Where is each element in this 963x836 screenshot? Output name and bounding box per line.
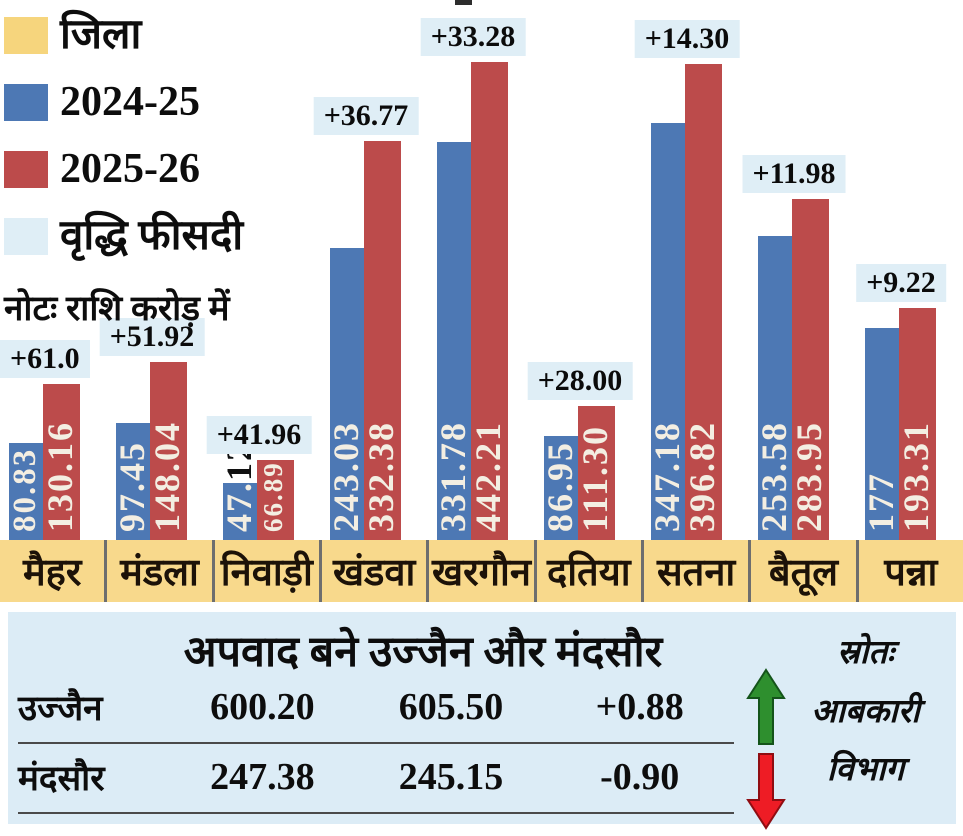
bar-2024-25-6 [651, 123, 687, 540]
legend-item-district: जिला [4, 12, 243, 58]
growth-label-0: +61.0 [0, 340, 90, 378]
bar-2025-26-6 [685, 64, 722, 540]
bar-2024-25-2 [223, 483, 259, 540]
year-2024-color-swatch [4, 83, 48, 121]
bar-2025-26-5 [578, 406, 615, 540]
bar-value-2024-25-7: 253.58 [754, 421, 794, 532]
cropped-title-fragment [455, 0, 472, 5]
exception-panel: अपवाद बने उज्जैन और मंदसौर स्रोतः आबकारी… [8, 612, 956, 830]
bar-value-2025-26-7: 283.95 [788, 421, 829, 532]
growth-color-swatch [4, 217, 48, 255]
growth-label-5: +28.00 [527, 362, 633, 400]
district-name: उज्जैन [18, 688, 103, 728]
source-line: विभाग [826, 752, 905, 789]
down-arrow-icon [746, 753, 786, 830]
district-label-4: खरगौन [429, 540, 537, 602]
bar-value-2025-26-6: 396.82 [681, 421, 722, 532]
legend-item-growth: वृद्धि फीसदी [4, 213, 244, 259]
legend-item-2025-26: 2025-26 [4, 146, 243, 192]
legend-label: जिला [60, 12, 142, 58]
table-row-mandsaur: मंदसौर 247.38 245.15 -0.90 [18, 742, 734, 814]
bar-value-2025-26-0: 130.16 [39, 421, 80, 532]
bar-2025-26-1 [150, 362, 187, 540]
bar-chart-plot: 80.83 130.16 +61.0 97.45 148.04 +51.92 47.12 66… [0, 0, 946, 540]
growth-label-2: +41.96 [206, 416, 312, 454]
district-label-7: बैतूल [751, 540, 859, 602]
source-note: स्रोतः आबकारी विभाग [783, 624, 948, 800]
district-label-5: दतिया [537, 540, 644, 602]
exception-title: अपवाद बने उज्जैन और मंदसौर [183, 629, 663, 676]
bar-value-2025-26-3: 332.38 [360, 421, 401, 532]
bar-value-2024-25-0: 80.83 [6, 447, 43, 532]
district-label-1: मंडला [107, 540, 215, 602]
growth-label-6: +14.30 [634, 20, 740, 58]
source-line: स्रोतः [837, 635, 894, 671]
growth-label-3: +36.77 [313, 97, 419, 135]
growth-label-4: +33.28 [420, 18, 526, 56]
bar-2024-25-0 [9, 443, 45, 540]
up-arrow-icon [746, 668, 786, 745]
bar-value-2024-25-2: 47.12 [219, 441, 259, 532]
bar-2025-26-7 [792, 199, 829, 540]
amount-unit-note: नोटः राशि करोड़ में [4, 289, 230, 328]
bar-2025-26-0 [43, 384, 80, 540]
bar-value-2025-26-5: 111.30 [574, 424, 615, 532]
bar-2024-25-3 [330, 248, 366, 540]
bar-2025-26-4 [471, 62, 508, 540]
district-label-6: सतना [644, 540, 752, 602]
legend-label: 2024-25 [60, 79, 200, 125]
bar-2024-25-4 [437, 142, 473, 540]
bar-2025-26-3 [364, 141, 401, 540]
bar-value-2024-25-1: 97.45 [112, 441, 152, 532]
growth-label-8: +9.22 [856, 264, 946, 302]
bar-value-2024-25-3: 243.03 [326, 421, 366, 532]
district-label-2: निवाड़ी [215, 540, 322, 602]
chart-legend: जिला 2024-25 2025-26 वृद्धि फीसदी नोटः र… [4, 12, 244, 331]
district-label-3: खंडवा [322, 540, 430, 602]
source-line: आबकारी [811, 693, 920, 730]
bar-2025-26-2 [257, 460, 294, 540]
table-row-ujjain: उज्जैन 600.20 605.50 +0.88 [18, 672, 734, 744]
growth-label-1: +51.92 [99, 318, 205, 356]
bar-2024-25-7 [758, 236, 794, 540]
bar-2025-26-8 [899, 308, 936, 540]
district-color-swatch [4, 16, 48, 54]
legend-label: वृद्धि फीसदी [60, 213, 244, 259]
year-2025-color-swatch [4, 150, 48, 188]
change-percent: +0.88 [595, 686, 684, 728]
change-percent: -0.90 [600, 756, 680, 798]
growth-label-7: +11.98 [742, 155, 846, 193]
district-name: मंदसौर [18, 758, 105, 798]
bar-value-2024-25-5: 86.95 [540, 441, 580, 532]
bar-value-2024-25-4: 331.78 [433, 421, 473, 532]
district-label-8: पन्ना [884, 552, 938, 594]
value-2024-25: 247.38 [210, 756, 315, 798]
district-label-0: मैहर [0, 540, 108, 602]
bar-value-2024-25-8: 177 [861, 472, 901, 532]
bar-2024-25-8 [865, 328, 901, 540]
value-2025-26: 245.15 [398, 756, 504, 798]
legend-label: 2025-26 [60, 146, 200, 192]
legend-item-2024-25: 2024-25 [4, 79, 243, 125]
bar-value-2025-26-2: 66.89 [258, 461, 288, 532]
bar-value-2025-26-4: 442.21 [467, 421, 508, 532]
value-2025-26: 605.50 [398, 686, 504, 728]
bar-2024-25-1 [116, 423, 152, 540]
district-axis-band: मैहर मंडला निवाड़ी खंडवा खरगौन दतिया सतना बैतूल… [0, 540, 963, 602]
bar-value-2024-25-6: 347.18 [647, 421, 687, 532]
bar-value-2025-26-1: 148.04 [146, 421, 187, 532]
value-2024-25: 600.20 [210, 686, 315, 728]
bar-value-2025-26-8: 193.31 [895, 421, 936, 532]
bar-2024-25-5 [544, 436, 580, 540]
